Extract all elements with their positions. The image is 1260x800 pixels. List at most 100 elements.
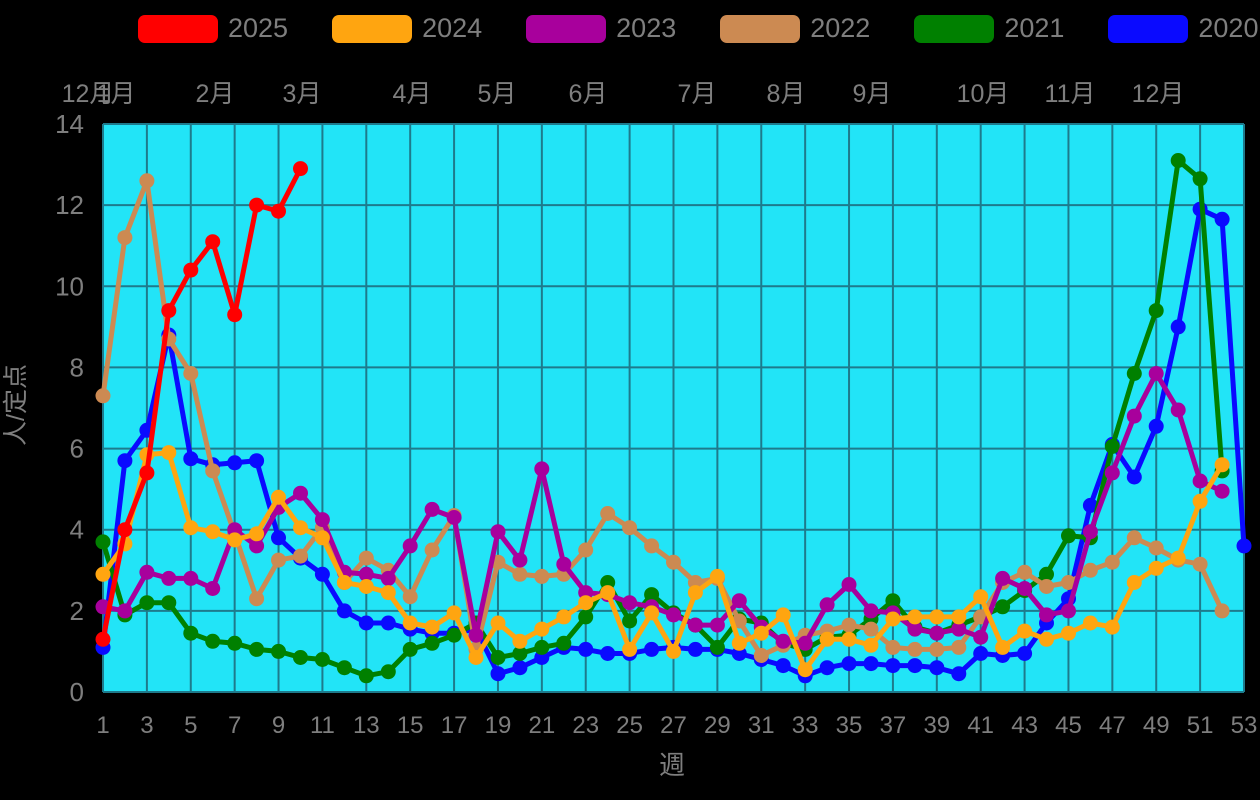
data-point-2021 (995, 599, 1011, 615)
data-point-2024 (336, 575, 352, 590)
data-point-2023 (666, 607, 681, 623)
data-point-2023 (205, 581, 221, 596)
data-point-2020 (1170, 319, 1186, 335)
data-point-2023 (1170, 402, 1186, 418)
x-tick-label: 15 (397, 712, 424, 739)
data-point-2020 (951, 666, 967, 682)
data-point-2023 (117, 603, 133, 619)
data-point-2023 (556, 556, 572, 572)
data-point-2024 (183, 520, 199, 536)
data-point-2023 (907, 621, 923, 637)
data-point-2024 (227, 532, 243, 548)
x-tick-label: 39 (923, 712, 950, 739)
data-point-2023 (819, 597, 835, 613)
data-point-2025 (183, 262, 199, 278)
data-point-2024 (95, 566, 111, 582)
x-tick-label: 43 (1011, 712, 1038, 739)
month-label: 5月 (477, 80, 517, 108)
data-point-2025 (161, 303, 177, 319)
data-point-2022 (644, 538, 660, 554)
data-point-2021 (1126, 366, 1142, 381)
data-point-2022 (358, 550, 374, 566)
data-point-2021 (512, 646, 528, 661)
data-point-2023 (797, 635, 813, 651)
series-line-2022 (100, 178, 1225, 658)
data-point-2022 (271, 552, 286, 568)
y-tick-label: 10 (55, 271, 84, 301)
data-point-2023 (622, 595, 638, 611)
month-label: 8月 (766, 80, 806, 108)
legend-item-2020: 2020 (1108, 13, 1260, 44)
data-point-2024 (424, 619, 440, 635)
chart-legend: 2025 2024 2023 2022 2021 2020 (138, 13, 1260, 44)
data-point-2023 (249, 538, 265, 554)
x-tick-label: 7 (228, 712, 241, 739)
data-point-2023 (929, 625, 945, 641)
data-point-2023 (951, 621, 967, 637)
legend-label: 2023 (616, 13, 677, 43)
data-point-2025 (205, 234, 221, 250)
data-point-2024 (951, 609, 967, 625)
y-tick-label: 2 (70, 596, 84, 626)
data-point-2023 (534, 461, 550, 477)
data-point-2023 (490, 524, 506, 540)
x-tick-label: 31 (748, 712, 775, 739)
data-point-2020 (380, 615, 396, 631)
data-point-2020 (600, 646, 616, 661)
legend-swatch-2023 (526, 14, 607, 43)
data-point-2024 (885, 611, 901, 627)
legend-label: 2022 (810, 13, 871, 43)
y-tick-label: 0 (70, 677, 84, 707)
data-point-2022 (1126, 530, 1142, 546)
data-point-2021 (709, 639, 725, 655)
month-label: 12月 (1131, 80, 1185, 108)
y-tick-label: 4 (70, 515, 84, 545)
data-point-2022 (249, 591, 265, 607)
data-point-2023 (863, 603, 879, 619)
data-point-2022 (622, 520, 638, 536)
legend-item-2023: 2023 (526, 13, 720, 44)
x-tick-label: 11 (310, 712, 335, 739)
data-point-2022 (1104, 554, 1120, 570)
data-point-2024 (1126, 575, 1142, 590)
data-point-2024 (1082, 615, 1098, 631)
data-point-2021 (424, 635, 440, 651)
data-point-2023 (293, 485, 308, 501)
data-point-2020 (1126, 469, 1142, 485)
data-point-2024 (666, 643, 681, 659)
data-point-2021 (622, 613, 638, 629)
x-tick-label: 33 (792, 712, 819, 739)
data-point-2024 (841, 631, 857, 647)
data-point-2022 (512, 566, 528, 582)
data-point-2024 (468, 650, 484, 665)
data-point-2024 (929, 609, 945, 625)
data-point-2024 (907, 609, 923, 625)
data-point-2022 (1192, 556, 1208, 572)
data-point-2021 (556, 635, 572, 651)
data-point-2022 (1082, 562, 1098, 578)
data-point-2020 (907, 658, 923, 674)
data-point-2022 (600, 506, 616, 521)
series-line-2023 (100, 371, 1225, 646)
data-point-2024 (446, 605, 462, 621)
series-2025 (95, 161, 308, 647)
data-point-2024 (1017, 623, 1033, 639)
data-point-2025 (227, 307, 243, 323)
data-point-2022 (139, 173, 155, 189)
data-point-2022 (402, 589, 418, 605)
data-point-2022 (205, 463, 221, 479)
data-point-2023 (1082, 524, 1098, 540)
data-point-2023 (446, 510, 462, 525)
data-point-2024 (622, 641, 638, 657)
data-point-2024 (314, 530, 330, 546)
data-point-2025 (293, 161, 308, 177)
data-point-2022 (863, 621, 879, 637)
data-point-2022 (885, 639, 901, 655)
data-point-2024 (512, 633, 528, 649)
data-point-2023 (468, 627, 484, 643)
data-point-2021 (271, 643, 286, 659)
data-point-2021 (161, 595, 177, 611)
data-point-2024 (709, 568, 725, 584)
data-point-2022 (951, 639, 967, 655)
